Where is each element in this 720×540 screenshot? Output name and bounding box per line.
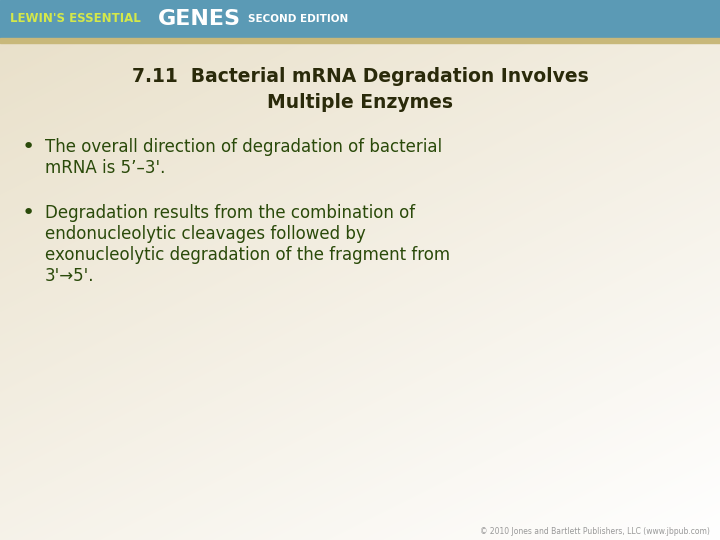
Text: © 2010 Jones and Bartlett Publishers, LLC (www.jbpub.com): © 2010 Jones and Bartlett Publishers, LL… — [480, 528, 710, 537]
Bar — [0, 0, 720, 38]
Text: 7.11  Bacterial mRNA Degradation Involves: 7.11 Bacterial mRNA Degradation Involves — [132, 66, 588, 85]
Text: LEWIN'S ESSENTIAL: LEWIN'S ESSENTIAL — [10, 12, 140, 25]
Text: mRNA is 5’–3'.: mRNA is 5’–3'. — [45, 159, 166, 177]
Text: Multiple Enzymes: Multiple Enzymes — [267, 92, 453, 111]
Text: The overall direction of degradation of bacterial: The overall direction of degradation of … — [45, 138, 442, 156]
Text: •: • — [22, 203, 35, 223]
Text: endonucleolytic cleavages followed by: endonucleolytic cleavages followed by — [45, 225, 366, 243]
Text: Degradation results from the combination of: Degradation results from the combination… — [45, 204, 415, 222]
Text: SECOND EDITION: SECOND EDITION — [248, 14, 348, 24]
Text: exonucleolytic degradation of the fragment from: exonucleolytic degradation of the fragme… — [45, 246, 450, 264]
Text: 3'→5'.: 3'→5'. — [45, 267, 94, 285]
Bar — [0, 38, 720, 43]
Text: •: • — [22, 137, 35, 157]
Text: GENES: GENES — [158, 9, 241, 29]
